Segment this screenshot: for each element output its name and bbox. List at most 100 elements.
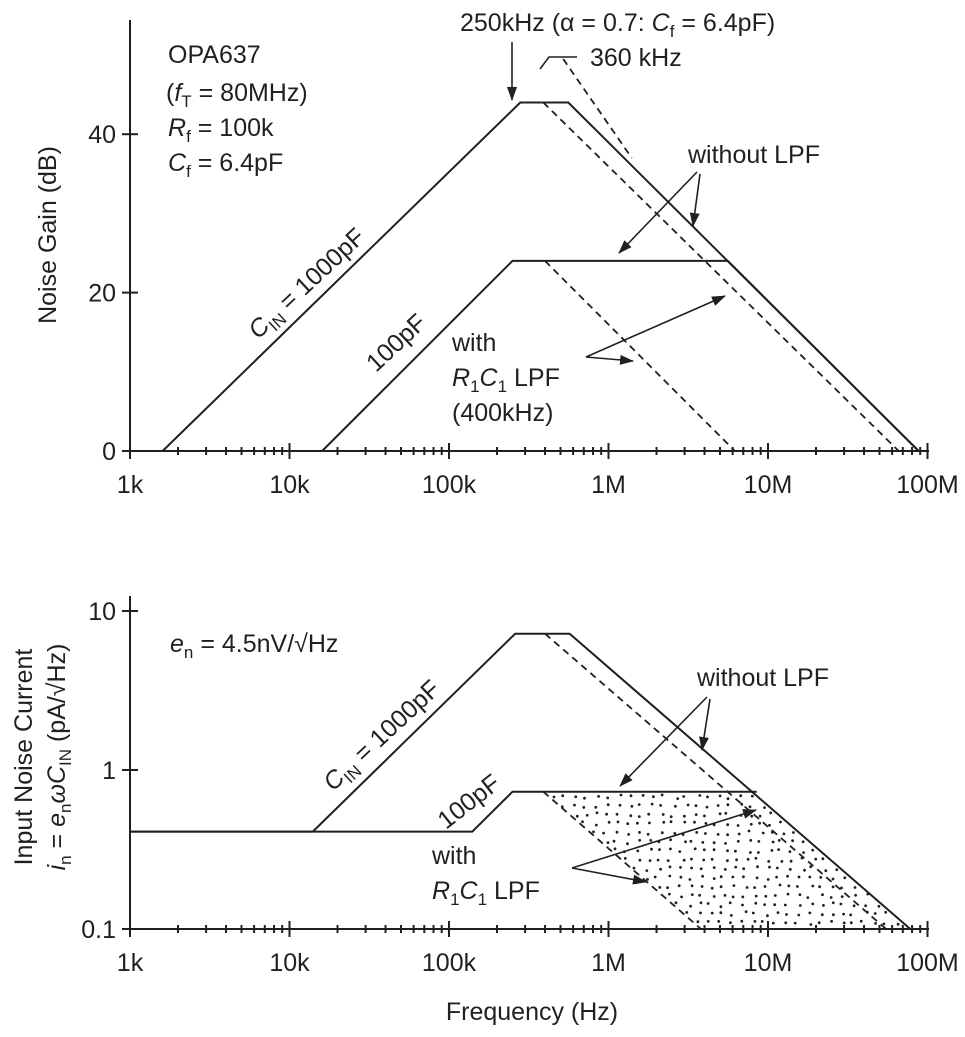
shade-dot — [739, 794, 743, 798]
shade-dot — [561, 794, 565, 798]
shade-dot — [659, 867, 662, 871]
shade-dot — [673, 832, 677, 835]
shade-dot — [703, 814, 706, 818]
shade-dot — [669, 838, 672, 842]
shade-dot — [808, 911, 812, 915]
shade-dot — [780, 860, 784, 863]
shade-dot — [680, 895, 683, 899]
bottom-x-axis-label: Frequency (Hz) — [446, 998, 618, 1026]
shade-dot — [641, 794, 645, 797]
shade-dot — [882, 922, 886, 926]
shade-dot — [718, 794, 722, 798]
shade-dot — [612, 839, 616, 843]
shade-dot — [797, 875, 801, 879]
shade-dot — [809, 923, 813, 926]
shade-dot — [690, 857, 693, 861]
shade-dot — [594, 805, 598, 809]
shade-dot — [630, 804, 634, 808]
top-without-lpf-label: without LPF — [687, 141, 820, 169]
top-y-axis-label: Noise Gain (dB) — [34, 146, 62, 324]
shade-dot — [668, 865, 672, 869]
y-tick-label: 40 — [88, 121, 116, 149]
shade-dot — [787, 884, 791, 888]
shade-dot — [768, 865, 771, 869]
shade-dot — [674, 901, 678, 905]
shade-dot — [849, 913, 853, 917]
shade-dot — [757, 840, 761, 843]
series-line — [562, 58, 633, 159]
shade-dot — [700, 885, 704, 888]
shade-dot — [750, 814, 754, 818]
shade-dot — [830, 919, 833, 923]
x-tick-label: 100k — [422, 949, 477, 977]
shade-dot — [854, 893, 857, 897]
shade-dot — [650, 802, 654, 806]
shade-dot — [819, 876, 823, 879]
shade-dot — [724, 842, 727, 845]
shade-dot — [814, 857, 818, 861]
x-tick-label: 1k — [117, 471, 144, 499]
shade-dot — [741, 903, 744, 907]
shade-dot — [729, 921, 732, 925]
shade-dot — [719, 885, 723, 889]
x-tick-label: 10M — [744, 471, 793, 499]
top-without-lpf-arrow-1 — [618, 171, 698, 254]
bottom-with-lpf-arrow-2 — [571, 867, 647, 885]
shade-dot — [842, 912, 845, 916]
shade-dot — [749, 822, 753, 826]
bottom-r1c1-lpf-label: R1C1 LPF — [432, 877, 540, 909]
shade-dot — [726, 803, 730, 807]
shade-dot — [736, 824, 740, 827]
shade-dot — [820, 913, 824, 917]
shade-dot — [717, 920, 721, 923]
shade-dot — [629, 814, 633, 818]
shade-dot — [686, 803, 690, 807]
shade-dot — [658, 886, 662, 889]
shade-dot — [829, 896, 833, 899]
shade-dot — [693, 820, 696, 824]
shade-dot — [656, 858, 660, 862]
x-tick-label: 10M — [744, 949, 793, 977]
shade-dot — [801, 840, 805, 844]
shade-dot — [896, 922, 900, 926]
shade-dot — [786, 874, 789, 878]
shade-dot — [744, 910, 748, 914]
shade-dot — [658, 848, 661, 851]
shade-dot — [607, 820, 611, 824]
shade-dot — [698, 893, 701, 897]
shade-dot — [761, 831, 765, 835]
shade-dot — [785, 913, 788, 916]
shade-dot — [769, 811, 773, 815]
shade-dot — [650, 847, 653, 851]
bottom-shaded-region — [552, 793, 900, 926]
shade-dot — [602, 831, 605, 835]
shade-dot — [853, 886, 857, 889]
shade-dot — [755, 876, 759, 880]
shade-dot — [636, 849, 640, 853]
shade-dot — [552, 795, 556, 799]
series-line — [130, 790, 757, 833]
top-cf-label: Cf = 6.4pF — [168, 149, 283, 181]
shade-dot — [771, 840, 775, 844]
top-ft-label: (fT = 80MHz) — [166, 79, 308, 111]
shade-dot — [777, 848, 780, 851]
top-series-lines — [161, 58, 920, 452]
shade-dot — [736, 839, 740, 843]
shade-dot — [669, 820, 673, 824]
top-with-label: with — [451, 329, 496, 357]
shade-dot — [627, 833, 630, 836]
shade-dot — [802, 851, 805, 854]
shade-dot — [726, 859, 729, 863]
shade-dot — [659, 804, 662, 807]
shade-dot — [583, 796, 586, 800]
shade-dot — [811, 848, 815, 852]
top-with-lpf-arrow-1 — [585, 295, 726, 358]
shade-dot — [616, 820, 620, 824]
shade-dot — [682, 795, 686, 798]
shade-dot — [647, 812, 651, 816]
shade-dot — [710, 911, 714, 915]
shade-dot — [832, 913, 835, 917]
shade-dot — [688, 878, 692, 881]
series-line — [544, 633, 887, 930]
